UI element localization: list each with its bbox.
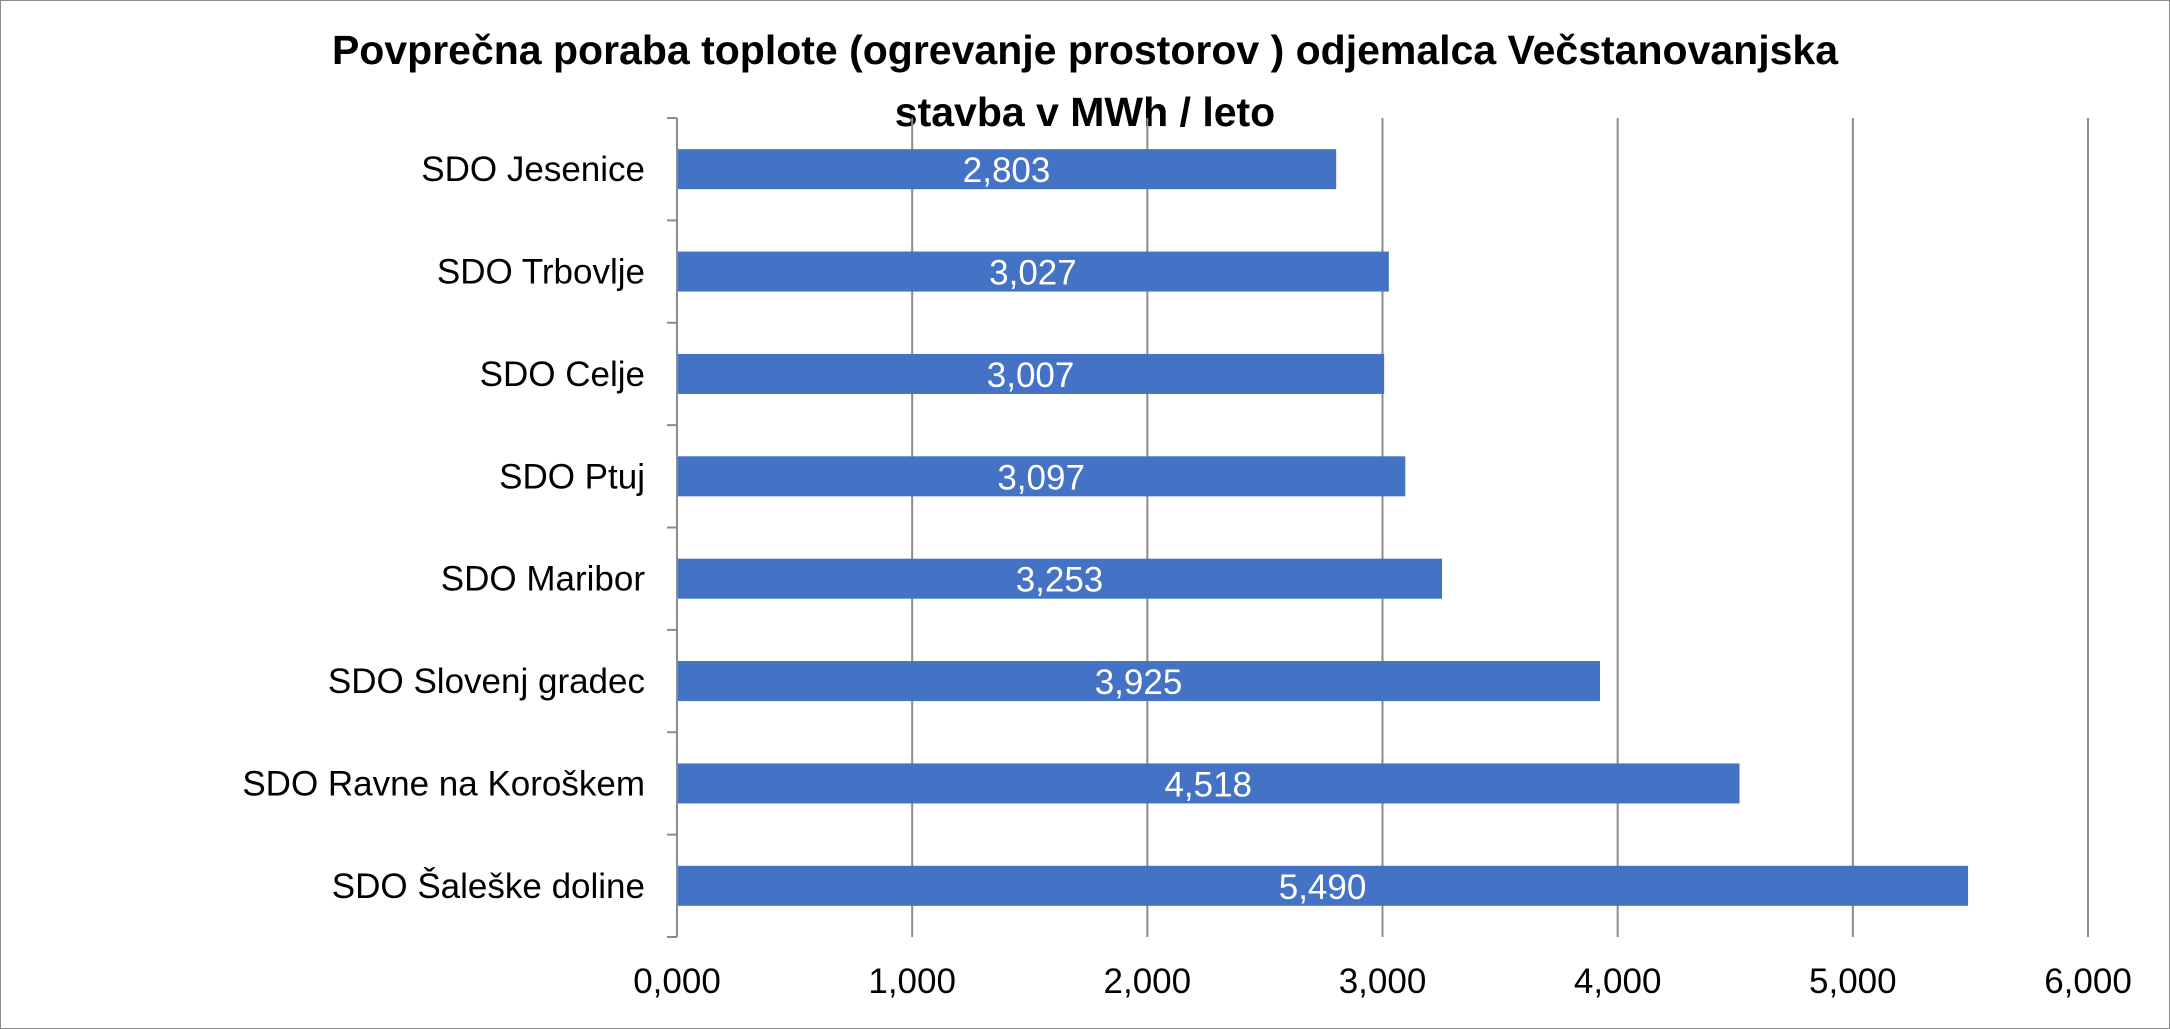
category-label: SDO Slovenj gradec [328,662,645,701]
data-label: 3,097 [997,458,1085,497]
bar [677,865,1969,906]
x-tick-label: 4,000 [1574,962,1662,1001]
labels: 0,000 1,000 2,000 3,000 4,000 5,000 6,000 SDO J… [242,150,2131,1001]
bars [677,149,1969,906]
category-label: SDO Ptuj [499,457,645,496]
x-tick-label: 2,000 [1104,962,1192,1001]
category-label: SDO Šaleške doline [332,867,645,906]
x-tick-label: 0,000 [633,962,721,1001]
gridlines [911,118,2089,937]
data-label: 3,007 [987,356,1075,395]
chart-title-line-2: stavba v MWh / leto [894,89,1276,135]
data-label: 4,518 [1164,765,1252,804]
bar [677,251,1389,292]
bar [677,763,1740,804]
axes [667,117,678,938]
data-label: 3,925 [1095,663,1183,702]
bar [677,149,1337,190]
category-label: SDO Celje [480,355,645,394]
category-label: SDO Jesenice [421,150,645,189]
bar [677,558,1442,599]
bar [677,456,1406,497]
bar [677,353,1385,394]
data-label: 2,803 [963,151,1051,190]
data-label: 3,253 [1016,561,1104,600]
x-tick-label: 6,000 [2044,962,2132,1001]
bar [677,661,1601,702]
x-tick-label: 1,000 [868,962,956,1001]
data-label: 3,027 [989,254,1077,293]
x-tick-label: 5,000 [1809,962,1897,1001]
x-tick-label: 3,000 [1339,962,1427,1001]
data-label: 5,490 [1279,868,1367,907]
chart-title-line-1: Povprečna poraba toplote (ogrevanje pros… [331,27,1839,73]
category-label: SDO Trbovlje [437,253,645,292]
category-label: SDO Maribor [441,560,646,599]
category-label: SDO Ravne na Koroškem [242,764,645,803]
